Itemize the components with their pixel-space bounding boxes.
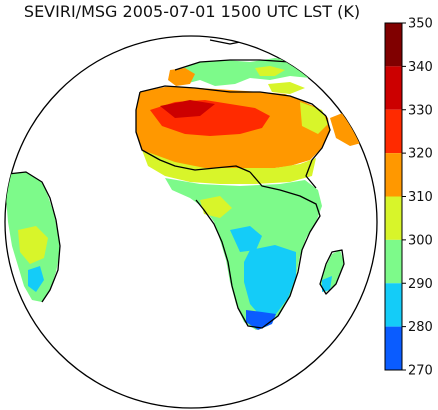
lst-field [6, 58, 372, 330]
colorbar-tick-label: 280 [408, 320, 433, 335]
earth-disk [4, 35, 378, 409]
colorbar-band-2 [385, 109, 402, 154]
colorbar-ticks: 350 340 330 320 310 300 290 280 270 [402, 17, 433, 379]
colorbar-tick-label: 350 [408, 17, 433, 32]
colorbar-band-5 [385, 239, 402, 284]
colorbar-tick-label: 300 [408, 233, 433, 248]
colorbar-tick-label: 270 [408, 364, 433, 379]
colorbar-tick-label: 290 [408, 277, 433, 292]
colorbar-bands [385, 23, 402, 370]
colorbar-tick-label: 310 [408, 190, 433, 205]
colorbar-band-3 [385, 153, 402, 197]
colorbar-band-0 [385, 23, 402, 67]
colorbar-tick-label: 340 [408, 60, 433, 75]
colorbar-tick-label: 320 [408, 147, 433, 162]
colorbar-band-6 [385, 283, 402, 327]
colorbar-band-1 [385, 66, 402, 110]
map-title: SEVIRI/MSG 2005-07-01 1500 UTC LST (K) [23, 2, 361, 21]
colorbar-tick-label: 330 [408, 103, 433, 118]
colorbar-band-7 [385, 326, 402, 370]
colorbar: 350 340 330 320 310 300 290 280 270 [384, 17, 433, 379]
colorbar-band-4 [385, 196, 402, 240]
